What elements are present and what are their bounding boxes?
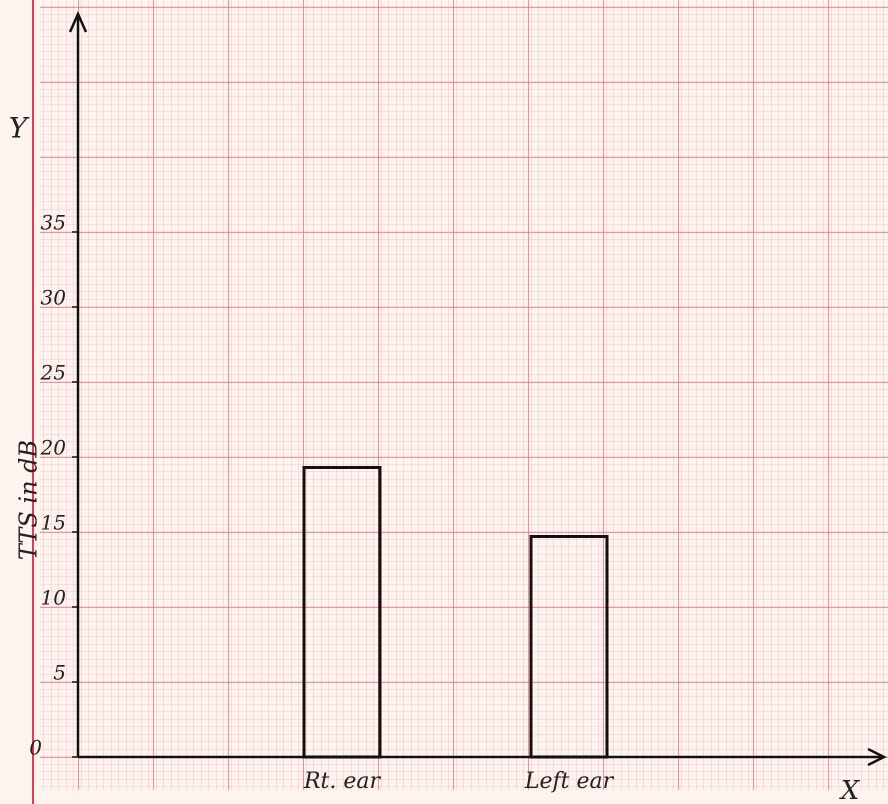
- y-axis-letter: Y: [9, 112, 30, 145]
- y-axis-label: TTS in dB: [15, 440, 43, 560]
- y-tick-label: 25: [40, 361, 66, 385]
- bar: [302, 466, 382, 759]
- graph-grid: [40, 0, 888, 790]
- y-arrow: [68, 10, 88, 33]
- y-tick-label: 30: [41, 286, 67, 310]
- y-tick-label: 10: [41, 586, 67, 610]
- x-tick-label: Rt. ear: [303, 769, 382, 794]
- y-tick-label: 5: [53, 661, 66, 685]
- bar: [529, 535, 609, 759]
- y-tick-label: 35: [41, 211, 66, 235]
- y-tick-label: 0: [29, 736, 42, 760]
- x-arrow: [867, 747, 887, 767]
- x-axis-letter: X: [839, 776, 861, 804]
- x-tick-label: Left ear: [524, 769, 615, 794]
- y-tick-label: 20: [40, 436, 67, 460]
- y-tick-label: 15: [41, 511, 66, 535]
